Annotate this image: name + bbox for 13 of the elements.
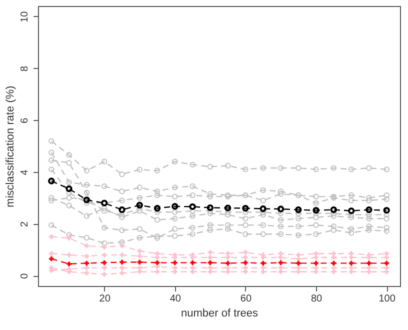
y-tick-label: 4 (20, 169, 30, 176)
y-tick-label: 8 (20, 66, 30, 72)
y-tick-label: 0 (20, 272, 30, 279)
y-axis-title: misclassification rate (%) (4, 86, 16, 208)
y-tick-label: 10 (20, 10, 30, 22)
y-tick-label: 2 (20, 221, 30, 228)
x-tick-label: 80 (310, 294, 323, 304)
x-tick-label: 20 (99, 294, 111, 304)
x-tick-label: 60 (240, 294, 252, 304)
y-tick-label: 6 (20, 117, 30, 124)
x-tick-label: 100 (378, 294, 396, 304)
x-tick-label: 40 (170, 294, 182, 304)
x-axis-title: number of trees (180, 308, 259, 320)
